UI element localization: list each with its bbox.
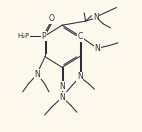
- Text: N: N: [93, 13, 99, 22]
- Text: N: N: [77, 72, 83, 81]
- Text: N: N: [59, 82, 65, 91]
- Text: H₂P: H₂P: [17, 33, 30, 39]
- Text: N: N: [59, 93, 65, 102]
- Text: N: N: [94, 44, 100, 53]
- Text: N: N: [35, 70, 40, 79]
- Text: O: O: [49, 14, 55, 23]
- Text: P: P: [42, 32, 46, 41]
- Text: C: C: [78, 32, 83, 41]
